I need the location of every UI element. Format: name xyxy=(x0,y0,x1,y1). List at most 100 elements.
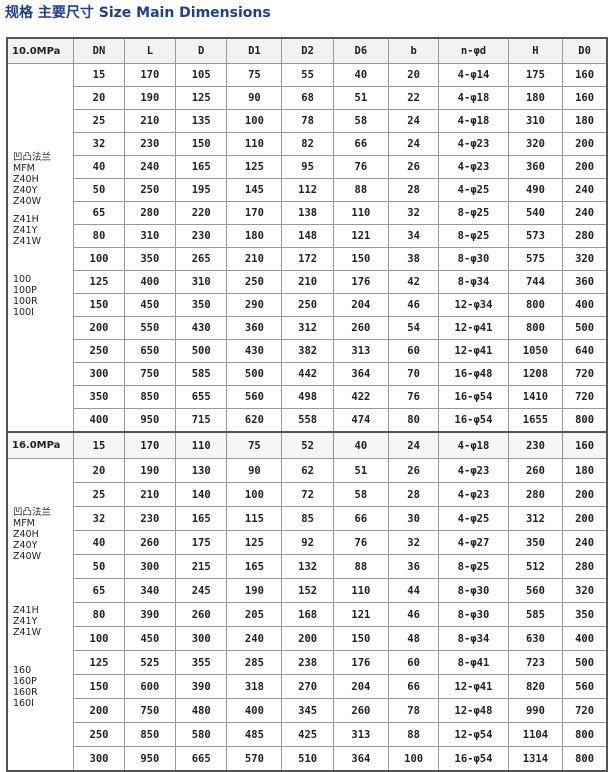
table-cell: 250 xyxy=(123,178,177,202)
table-cell: 80 xyxy=(387,408,440,433)
table-cell: 560 xyxy=(562,674,608,699)
model-group: 100 100P 100R 100I xyxy=(13,274,38,318)
table-cell: 78 xyxy=(281,109,334,133)
table-cell: 150 xyxy=(332,626,389,651)
table-cell: 390 xyxy=(123,602,177,627)
table-cell: 318 xyxy=(226,674,283,699)
table-cell: 12-φ41 xyxy=(438,674,509,699)
model-code: Z41H xyxy=(13,214,39,225)
table-cell: 312 xyxy=(281,316,334,340)
table-cell: 66 xyxy=(332,506,389,531)
table-cell: 1410 xyxy=(507,385,564,409)
table-cell: 72 xyxy=(281,482,334,507)
table-cell: 4-φ25 xyxy=(438,506,509,531)
table-cell: 8-φ30 xyxy=(438,247,509,271)
model-code: 160 xyxy=(13,665,32,676)
table-cell: 44 xyxy=(387,578,440,603)
table-cell: 160 xyxy=(562,431,608,459)
column-header: b xyxy=(387,37,440,64)
table-cell: 210 xyxy=(226,247,283,271)
table-cell: 285 xyxy=(226,650,283,675)
table-cell: 110 xyxy=(226,132,283,156)
model-group: 凹凸法兰 MFM Z40H Z40Y Z40W xyxy=(13,507,51,562)
table-cell: 100 xyxy=(226,109,283,133)
table-cell: 382 xyxy=(281,339,334,363)
table-cell: 750 xyxy=(123,362,177,386)
table-cell: 270 xyxy=(281,674,334,699)
model-code: Z41Y xyxy=(13,225,38,236)
table-cell: 350 xyxy=(562,602,608,627)
table-cell: 425 xyxy=(281,722,334,747)
table-cell: 135 xyxy=(175,109,228,133)
table-row: 250 850 580 485 425 313 88 12-φ54 1104 800 xyxy=(7,722,608,747)
table-cell: 165 xyxy=(175,506,228,531)
table-cell: 320 xyxy=(562,247,608,271)
table-cell: 240 xyxy=(226,626,283,651)
table-cell: 125 xyxy=(226,155,283,179)
table-cell: 125 xyxy=(73,270,125,294)
table-cell: 800 xyxy=(562,746,608,772)
table-cell: 540 xyxy=(507,201,564,225)
table-cell: 95 xyxy=(281,155,334,179)
table-cell: 15 xyxy=(73,431,125,459)
table-row: 32 230 150 110 82 66 24 4-φ23 320 200 xyxy=(7,132,608,156)
table-cell: 15 xyxy=(73,63,125,87)
table-cell: 800 xyxy=(562,408,608,433)
table-cell: 112 xyxy=(281,178,334,202)
table-cell: 442 xyxy=(281,362,334,386)
table-cell: 88 xyxy=(387,722,440,747)
table-cell: 800 xyxy=(507,316,564,340)
table-cell: 165 xyxy=(175,155,228,179)
table-cell: 40 xyxy=(73,155,125,179)
table-row: 40 260 175 125 92 76 32 4-φ27 350 240 xyxy=(7,530,608,555)
table-cell: 630 xyxy=(507,626,564,651)
table-cell: 50 xyxy=(73,554,125,579)
table-cell: 240 xyxy=(562,178,608,202)
table-cell: 422 xyxy=(332,385,389,409)
table-cell: 573 xyxy=(507,224,564,248)
table-cell: 950 xyxy=(123,408,177,433)
table-cell: 360 xyxy=(562,270,608,294)
table-cell: 300 xyxy=(123,554,177,579)
table-cell: 210 xyxy=(123,109,177,133)
table-cell: 60 xyxy=(387,339,440,363)
table-cell: 210 xyxy=(281,270,334,294)
table-cell: 245 xyxy=(175,578,228,603)
model-code: Z40W xyxy=(13,551,41,562)
table-cell: 485 xyxy=(226,722,283,747)
table-cell: 1208 xyxy=(507,362,564,386)
table-cell: 92 xyxy=(281,530,334,555)
table-cell: 20 xyxy=(387,63,440,87)
table-cell: 4-φ18 xyxy=(438,109,509,133)
table-cell: 58 xyxy=(332,109,389,133)
table-cell: 58 xyxy=(332,482,389,507)
table-cell: 62 xyxy=(281,458,334,483)
table-row: 150 600 390 318 270 204 66 12-φ41 820 560 xyxy=(7,674,608,699)
table-cell: 32 xyxy=(73,506,125,531)
table-cell: 50 xyxy=(73,178,125,202)
table-cell: 200 xyxy=(73,698,125,723)
table-cell: 800 xyxy=(562,722,608,747)
table-cell: 88 xyxy=(332,554,389,579)
table-cell: 8-φ41 xyxy=(438,650,509,675)
table-cell: 400 xyxy=(123,270,177,294)
table-cell: 480 xyxy=(175,698,228,723)
table-cell: 90 xyxy=(226,86,283,110)
table-cell: 1655 xyxy=(507,408,564,433)
table-row: 25 210 135 100 78 58 24 4-φ18 310 180 xyxy=(7,109,608,133)
table-cell: 345 xyxy=(281,698,334,723)
table-cell: 75 xyxy=(226,63,283,87)
table-cell: 52 xyxy=(281,431,334,459)
table-cell: 130 xyxy=(175,458,228,483)
table-cell: 490 xyxy=(507,178,564,202)
model-code: Z40Y xyxy=(13,540,38,551)
table-cell: 148 xyxy=(281,224,334,248)
table-row: 125 525 355 285 238 176 60 8-φ41 723 500 xyxy=(7,650,608,675)
table-cell: 12-φ41 xyxy=(438,339,509,363)
table-cell: 40 xyxy=(332,63,389,87)
column-header: D xyxy=(175,37,228,64)
table-cell: 560 xyxy=(226,385,283,409)
table-cell: 310 xyxy=(507,109,564,133)
column-header: D0 xyxy=(562,37,608,64)
column-header: D1 xyxy=(226,37,283,64)
